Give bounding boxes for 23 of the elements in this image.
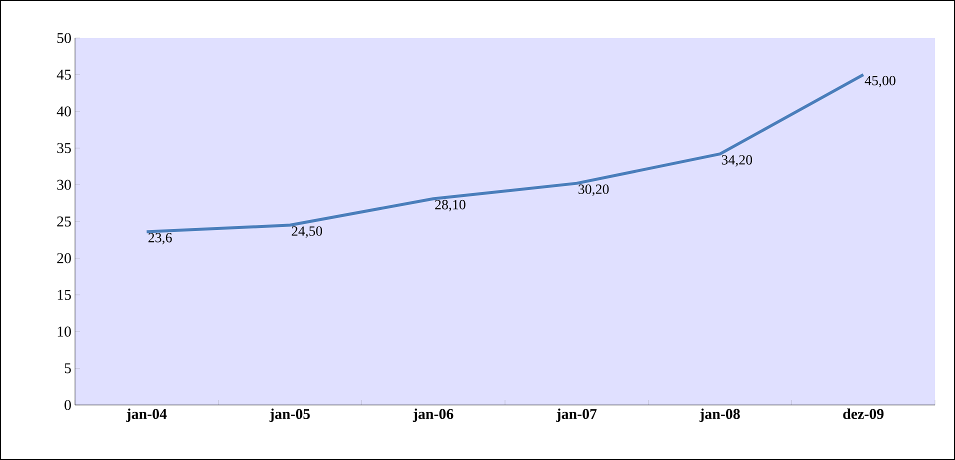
data-label: 30,20 bbox=[578, 184, 609, 196]
data-label: 45,00 bbox=[864, 76, 896, 88]
data-label: 24,50 bbox=[292, 226, 322, 238]
data-label: 34,20 bbox=[722, 155, 752, 167]
x-tick-label: jan-04 bbox=[126, 408, 167, 422]
y-tick-label: 20 bbox=[57, 253, 71, 264]
x-tick-label: jan-08 bbox=[700, 408, 740, 422]
x-tick-label: jan-07 bbox=[556, 408, 597, 422]
y-tick-label: 25 bbox=[57, 216, 71, 226]
data-label: 28,10 bbox=[435, 200, 466, 212]
x-tick-label: jan-06 bbox=[412, 408, 454, 422]
y-tick-label: 50 bbox=[57, 32, 71, 44]
x-tick-label: dez-09 bbox=[843, 408, 884, 420]
y-tick-label: 35 bbox=[57, 143, 71, 154]
y-tick-label: 10 bbox=[58, 326, 71, 337]
y-tick-label: 5 bbox=[64, 363, 71, 374]
y-tick-label: 15 bbox=[58, 290, 71, 300]
y-tick-label: 0 bbox=[64, 400, 71, 410]
y-tick-label: 30 bbox=[57, 180, 71, 190]
y-tick-label: 40 bbox=[56, 106, 71, 116]
x-tick-label: jan-05 bbox=[270, 408, 310, 422]
y-tick-label: 45 bbox=[56, 70, 71, 80]
data-label: 23,6 bbox=[148, 232, 172, 244]
